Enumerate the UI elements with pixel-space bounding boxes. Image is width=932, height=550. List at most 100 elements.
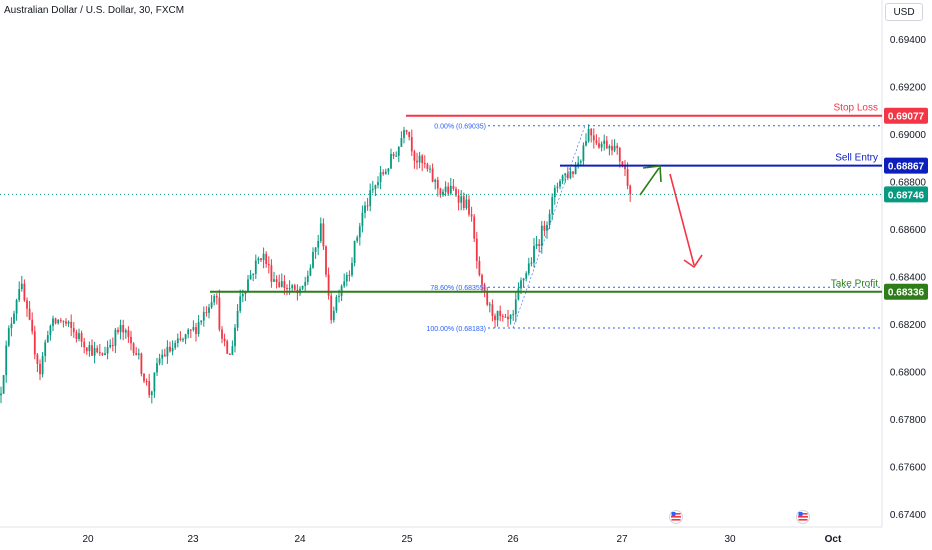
- candle-body: [98, 352, 101, 354]
- candle-body: [559, 181, 561, 187]
- candle-body: [572, 171, 574, 175]
- x-tick-label: 30: [724, 534, 736, 545]
- candle-body: [509, 314, 512, 320]
- candle-body: [611, 146, 613, 151]
- us-flag-stripe: [798, 519, 808, 521]
- currency-button[interactable]: USD: [885, 3, 923, 21]
- candle-body: [408, 131, 411, 138]
- candle-body: [546, 224, 548, 231]
- down-arrow-shaft: [669, 173, 695, 266]
- y-tick-label: 0.67800: [890, 415, 927, 426]
- candle-body: [20, 283, 23, 290]
- candle-body: [46, 335, 49, 343]
- candle-body: [241, 294, 244, 297]
- candle-body: [239, 296, 242, 311]
- candle-body: [478, 261, 481, 276]
- candle-body: [275, 279, 278, 283]
- candle-body: [143, 373, 145, 382]
- candle-body: [494, 315, 496, 321]
- candle-body: [621, 161, 624, 167]
- candle-body: [343, 281, 346, 286]
- candle-body: [171, 347, 174, 352]
- candle-body: [221, 329, 223, 339]
- candle-body: [39, 363, 41, 375]
- candle-body: [309, 267, 312, 276]
- candle-body: [603, 140, 606, 144]
- down-arrow-head: [683, 254, 703, 268]
- y-tick-label: 0.69000: [890, 130, 927, 141]
- candle-body: [78, 333, 80, 339]
- candle-body: [624, 166, 626, 170]
- candle-body: [629, 185, 632, 195]
- candle-body: [148, 381, 151, 396]
- y-tick-label: 0.68800: [890, 178, 927, 189]
- candle-body: [111, 344, 114, 346]
- candle-body: [182, 339, 184, 341]
- candle-body: [192, 327, 195, 330]
- candle-body: [351, 263, 353, 276]
- candle-body: [423, 163, 426, 165]
- candle-body: [530, 262, 533, 264]
- candle-body: [67, 321, 70, 324]
- candle-body: [416, 160, 418, 163]
- up-arrow-shaft: [639, 167, 660, 196]
- candle-body: [124, 330, 127, 333]
- candle-body: [28, 308, 31, 320]
- fib-level-label: 78.60% (0.68355): [430, 285, 486, 292]
- candle-body: [5, 345, 8, 376]
- candle-body: [72, 327, 75, 333]
- candle-body: [322, 223, 325, 247]
- candle-body: [31, 319, 34, 332]
- candle-body: [215, 296, 218, 298]
- candle-body: [265, 253, 268, 265]
- candle-body: [249, 274, 252, 280]
- candle-body: [460, 196, 463, 203]
- fib-level-label: 0.00% (0.69035): [434, 124, 486, 131]
- candle-body: [314, 247, 317, 253]
- candle-body: [499, 310, 502, 316]
- candle-body: [481, 275, 483, 285]
- candle-body: [405, 130, 408, 132]
- candle-body: [312, 252, 314, 268]
- candle-body: [283, 281, 286, 288]
- candle-body: [618, 148, 621, 162]
- candle-body: [543, 225, 546, 231]
- us-flag-canton: [798, 512, 803, 516]
- candle-body: [325, 246, 327, 275]
- candle-body: [132, 343, 135, 354]
- candle-body: [161, 354, 164, 359]
- candle-body: [104, 353, 106, 356]
- us-flag-stripe: [798, 516, 808, 518]
- candle-body: [267, 264, 270, 266]
- candle-body: [517, 288, 520, 300]
- x-tick-label: 20: [82, 534, 94, 545]
- candle-body: [462, 196, 465, 209]
- candle-body: [348, 274, 351, 276]
- candle-body: [330, 295, 333, 321]
- candle-body: [88, 345, 91, 352]
- candle-body: [166, 346, 169, 357]
- candle-body: [114, 329, 117, 346]
- last-price-tag-label: 0.68746: [888, 190, 925, 201]
- level-sell-entry-tag-label: 0.68867: [888, 162, 925, 173]
- candle-body: [345, 274, 348, 282]
- candle-body: [65, 321, 67, 324]
- candle-body: [384, 171, 387, 175]
- level-label-sell-entry: Sell Entry: [835, 153, 878, 164]
- candle-body: [470, 214, 473, 217]
- candle-body: [140, 353, 143, 374]
- x-tick-label: 25: [401, 534, 413, 545]
- candle-body: [59, 319, 62, 321]
- candle-body: [374, 185, 377, 190]
- candle-body: [400, 138, 403, 147]
- y-tick-label: 0.68600: [890, 225, 927, 236]
- x-tick-label: 24: [294, 534, 306, 545]
- candle-body: [130, 336, 132, 344]
- candle-body: [179, 338, 182, 340]
- candle-body: [223, 338, 226, 342]
- candle-body: [566, 173, 569, 179]
- candle-body: [119, 324, 122, 333]
- candle-body: [33, 331, 36, 355]
- candle-body: [452, 185, 455, 189]
